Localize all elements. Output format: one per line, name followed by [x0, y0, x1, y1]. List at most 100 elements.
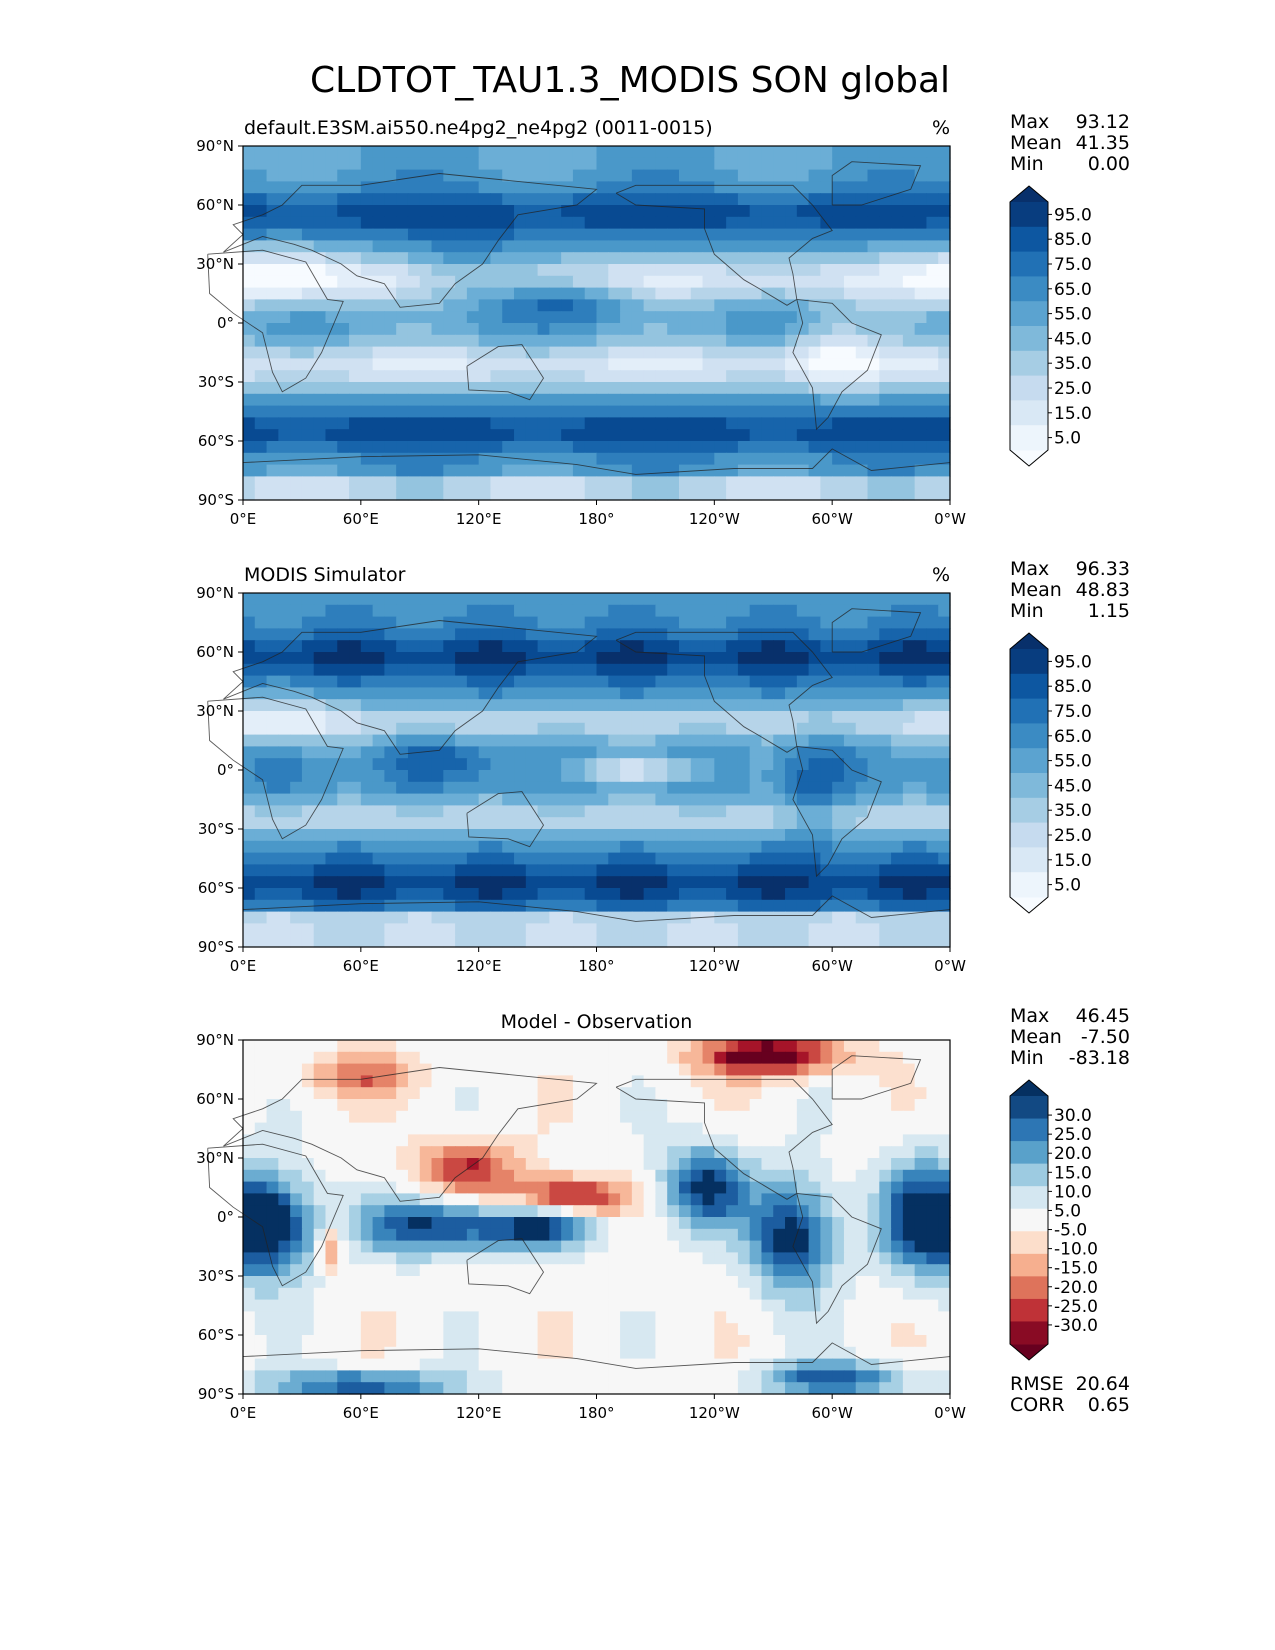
map-cell	[243, 663, 256, 677]
map-cell	[455, 722, 468, 736]
map-cell	[643, 781, 657, 795]
map-cell	[796, 157, 810, 171]
map-cell	[667, 488, 680, 501]
map-cell	[443, 382, 456, 395]
map-cell	[313, 1193, 327, 1206]
map-cell	[419, 604, 433, 618]
map-cell	[278, 146, 291, 159]
map-cell	[431, 770, 444, 783]
map-cell	[785, 699, 798, 712]
map-cell	[349, 675, 362, 688]
map-cell	[596, 488, 609, 501]
map-cell	[620, 923, 633, 936]
map-cell	[301, 923, 315, 936]
map-cell	[749, 1240, 763, 1253]
map-cell	[360, 593, 374, 606]
map-cell	[667, 476, 680, 489]
map-cell	[678, 1110, 692, 1124]
map-cell	[396, 675, 409, 688]
map-cell	[726, 758, 739, 771]
map-cell	[737, 429, 751, 442]
map-cell	[608, 640, 621, 653]
map-cell	[879, 464, 892, 477]
map-cell	[419, 346, 433, 359]
map-cell	[596, 1276, 609, 1289]
map-cell	[832, 323, 845, 336]
map-cell	[702, 1240, 715, 1253]
colorbar-tick-label: 45.0	[1054, 776, 1092, 796]
map-cell	[455, 1134, 468, 1147]
map-cell	[596, 1063, 609, 1076]
map-cell	[808, 193, 821, 206]
map-cell	[667, 1205, 680, 1218]
map-cell	[254, 429, 268, 442]
map-cell	[572, 299, 586, 312]
map-cell	[325, 1063, 338, 1076]
map-cell	[843, 311, 857, 324]
map-cell	[926, 382, 939, 395]
map-cell	[313, 1134, 327, 1147]
map-cell	[301, 758, 315, 771]
map-cell	[584, 311, 598, 324]
map-cell	[301, 169, 315, 182]
map-cell	[867, 1099, 880, 1112]
map-cell	[596, 805, 609, 818]
map-cell	[584, 864, 598, 877]
map-cell	[301, 1252, 315, 1265]
map-cell	[867, 923, 880, 936]
map-cell	[914, 1264, 928, 1277]
map-cell	[655, 1228, 668, 1242]
map-cell	[678, 157, 692, 171]
map-cell	[608, 193, 621, 206]
map-cell	[549, 205, 562, 218]
map-cell	[914, 652, 928, 665]
map-cell	[537, 711, 550, 724]
map-cell	[749, 616, 763, 629]
map-cell	[301, 346, 315, 359]
map-cell	[914, 711, 928, 724]
map-cell	[266, 205, 279, 218]
map-cell	[572, 793, 586, 806]
map-cell	[349, 252, 362, 265]
map-cell	[655, 1240, 668, 1253]
map-cell	[266, 1134, 279, 1147]
map-cell	[702, 157, 715, 171]
map-cell	[396, 252, 409, 265]
map-cell	[466, 923, 480, 936]
map-cell	[290, 464, 303, 477]
map-cell	[726, 358, 739, 371]
map-cell	[431, 628, 444, 641]
map-cell	[678, 1146, 692, 1159]
map-cell	[360, 275, 374, 289]
map-cell	[490, 746, 503, 759]
map-cell	[525, 899, 539, 913]
map-cell	[372, 604, 385, 618]
map-cell	[455, 417, 468, 430]
map-cell	[667, 1122, 680, 1135]
map-cell	[337, 781, 350, 795]
map-cell	[773, 1063, 786, 1076]
map-cell	[690, 852, 704, 865]
map-cell	[879, 1252, 892, 1265]
map-cell	[891, 840, 904, 854]
map-cell	[443, 193, 456, 206]
map-cell	[749, 452, 763, 466]
map-cell	[879, 1205, 892, 1218]
map-cell	[902, 663, 916, 677]
map-cell	[749, 228, 763, 241]
map-cell	[655, 593, 668, 606]
map-cell	[490, 1040, 503, 1053]
map-cell	[843, 663, 857, 677]
map-cell	[549, 1276, 562, 1289]
map-cell	[761, 840, 774, 854]
map-cell	[266, 488, 279, 501]
map-cell	[502, 935, 515, 948]
map-cell	[749, 840, 763, 854]
map-cell	[325, 1075, 338, 1088]
map-cell	[726, 216, 739, 230]
map-cell	[855, 1040, 869, 1053]
map-cell	[372, 663, 385, 677]
map-cell	[891, 205, 904, 218]
map-cell	[702, 888, 715, 901]
map-cell	[478, 935, 492, 948]
